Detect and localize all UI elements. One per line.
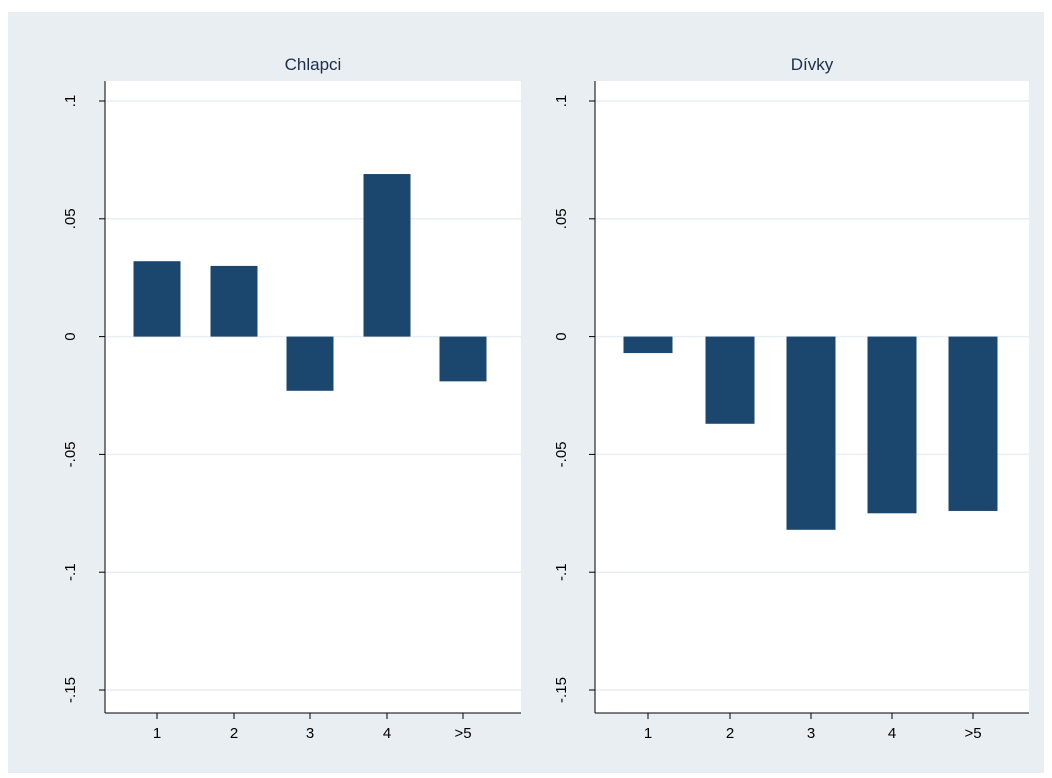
x-tick-label-chlapci-4: 4 — [383, 725, 391, 742]
y-tick-label-chlapci-2: 0 — [62, 332, 79, 340]
bar-divky-2 — [705, 336, 755, 424]
bar-chlapci-5 — [439, 336, 487, 382]
x-tick-label-chlapci-2: 2 — [230, 725, 238, 742]
panel-title-chlapci: Chlapci — [285, 55, 342, 74]
y-tick-label-divky-1: .05 — [553, 208, 570, 229]
y-tick-label-divky-0: .1 — [553, 95, 570, 108]
bar-divky-5 — [948, 336, 998, 511]
x-tick-label-divky-3: 3 — [807, 725, 815, 742]
y-tick-label-chlapci-5: -.15 — [62, 677, 79, 703]
x-tick-label-chlapci-3: 3 — [306, 725, 314, 742]
y-tick-label-divky-5: -.15 — [553, 677, 570, 703]
bar-chlapci-1 — [133, 261, 181, 337]
x-tick-label-divky-1: 1 — [644, 725, 652, 742]
bar-divky-1 — [623, 336, 673, 354]
panel-divky: .1 .05 0 -.05 -.1 -.15 1 2 3 4 >5 Dívky — [553, 55, 1029, 742]
x-tick-label-divky-4: 4 — [888, 725, 896, 742]
y-tick-label-divky-4: -.1 — [553, 563, 570, 581]
plot-area-chlapci — [105, 81, 521, 713]
x-tick-label-divky-2: 2 — [726, 725, 734, 742]
panel-chlapci: .1 .05 0 -.05 -.1 -.15 1 2 3 4 >5 Chlapci — [62, 55, 521, 742]
y-tick-label-chlapci-4: -.1 — [62, 563, 79, 581]
bar-chlapci-3 — [286, 336, 334, 391]
panel-title-divky: Dívky — [791, 55, 834, 74]
y-tick-label-divky-2: 0 — [553, 332, 570, 340]
bar-divky-3 — [786, 336, 836, 530]
bar-chlapci-2 — [210, 265, 258, 337]
x-tick-label-chlapci-5: >5 — [454, 725, 471, 742]
y-tick-label-chlapci-0: .1 — [62, 95, 79, 108]
x-tick-label-divky-5: >5 — [964, 725, 981, 742]
y-tick-label-chlapci-1: .05 — [62, 208, 79, 229]
bar-divky-4 — [867, 336, 917, 514]
x-tick-label-chlapci-1: 1 — [153, 725, 161, 742]
y-tick-label-divky-3: -.05 — [553, 441, 570, 467]
bar-chlapci-4 — [363, 174, 411, 337]
y-tick-label-chlapci-3: -.05 — [62, 441, 79, 467]
